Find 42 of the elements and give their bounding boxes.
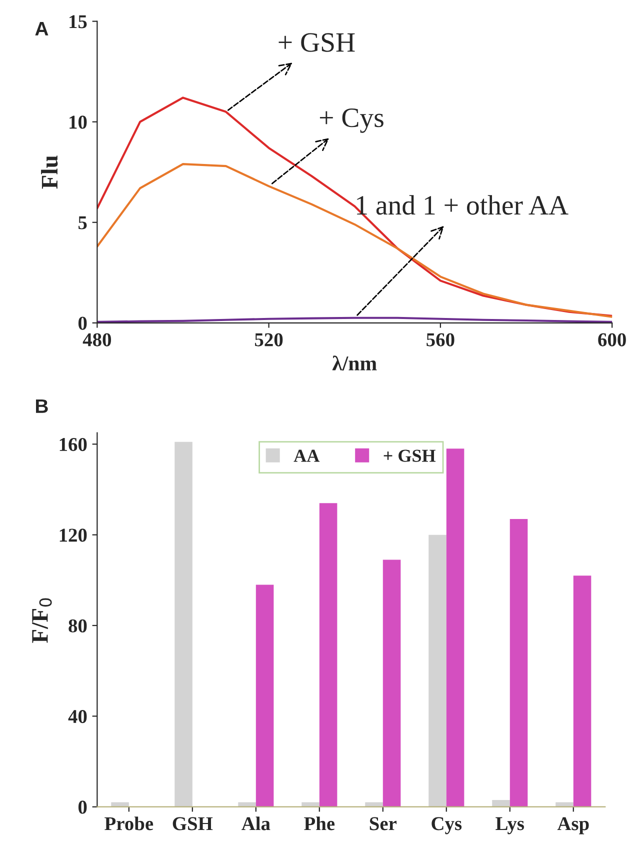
legend-label: AA: [294, 450, 320, 462]
bar: [319, 503, 338, 807]
line-series: [97, 163, 612, 318]
y-tick-label: 0: [78, 316, 87, 330]
y-tick-label: 10: [70, 116, 87, 129]
bar: [510, 518, 528, 807]
x-tick-label: Lys: [496, 817, 524, 834]
line-series: [97, 96, 612, 317]
text: + GSH: [278, 33, 355, 52]
legend-label: + GSH: [384, 450, 436, 462]
y-tick-label: 40: [68, 710, 87, 724]
text: A: [35, 22, 48, 36]
x-tick-label: Phe: [304, 816, 335, 830]
bar: [256, 584, 274, 807]
text: 1 and 1 + other AA: [357, 195, 568, 215]
bar: [492, 800, 510, 807]
x-tick-label: Asp: [557, 817, 589, 834]
bar: [382, 560, 401, 807]
y-axis-title: F/F$_{0}$: [32, 598, 52, 643]
y-tick-label: 0: [78, 800, 87, 814]
x-tick-label: GSH: [172, 817, 213, 830]
y-tick-label: 15: [70, 15, 87, 28]
y-tick-label: 120: [60, 528, 87, 542]
bar: [174, 442, 192, 807]
text: B: [36, 399, 48, 413]
y-tick-label: 160: [60, 438, 87, 452]
x-tick-label: 480: [82, 333, 112, 346]
x-tick-label: Ala: [242, 816, 270, 830]
bar: [446, 448, 464, 807]
bar: [428, 534, 446, 807]
x-tick-label: 600: [598, 333, 626, 346]
x-tick-label: Cys: [432, 817, 462, 834]
x-tick-label: Ser: [370, 817, 397, 830]
x-tick-label: 520: [255, 333, 283, 346]
y-axis-title: Flu: [41, 156, 58, 189]
bar: [573, 576, 592, 807]
x-tick-label: Probe: [104, 816, 154, 830]
y-tick-label: 80: [68, 619, 87, 632]
x-axis-title: λ/nm: [332, 356, 377, 370]
y-tick-label: 5: [78, 216, 87, 230]
text: + Cys: [320, 108, 384, 133]
x-tick-label: 560: [426, 333, 454, 346]
